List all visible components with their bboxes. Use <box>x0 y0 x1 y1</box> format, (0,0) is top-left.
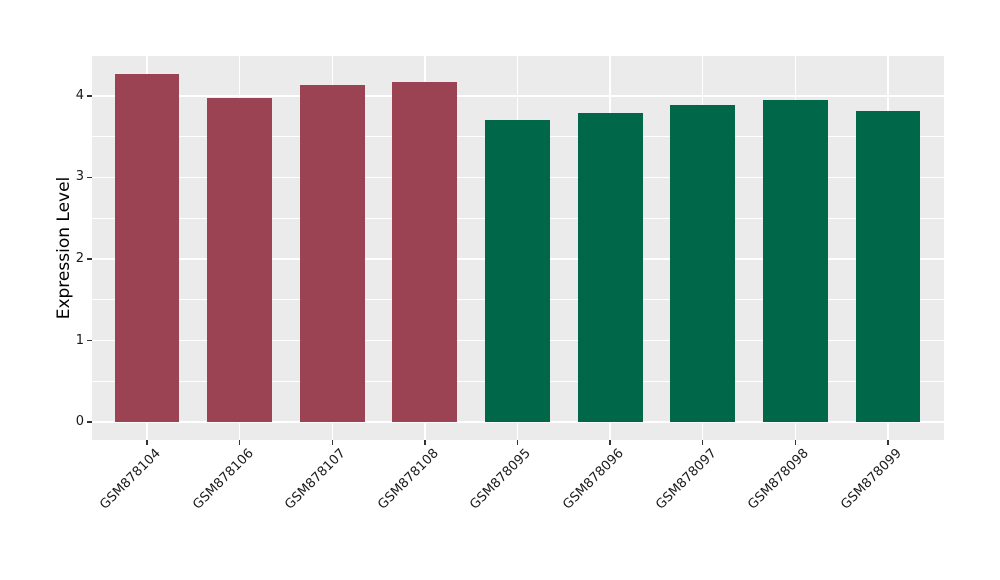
x-tick-label: GSM878108 <box>374 446 442 513</box>
plot-panel <box>91 56 944 440</box>
bar-GSM878106 <box>207 97 273 423</box>
bar-GSM878096 <box>577 113 643 423</box>
x-tick-label: GSM878106 <box>189 446 257 513</box>
bar-GSM878107 <box>299 85 365 423</box>
x-axis-tick <box>609 440 611 445</box>
x-tick-label: GSM878096 <box>560 446 627 513</box>
bar-GSM878097 <box>670 104 736 423</box>
x-tick-label: GSM878095 <box>467 446 535 513</box>
x-tick-label: GSM878107 <box>282 446 349 513</box>
x-axis-tick <box>238 440 241 445</box>
y-axis-tick <box>87 95 92 97</box>
x-axis-tick <box>794 440 797 445</box>
y-axis-tick <box>87 339 92 342</box>
y-tick-label: 0 <box>75 414 84 430</box>
x-axis-tick <box>701 440 704 445</box>
y-tick-label: 3 <box>75 169 84 185</box>
y-axis-title: Expression Level <box>54 176 74 320</box>
x-axis-tick <box>887 440 889 445</box>
x-tick-label: GSM878104 <box>97 446 164 513</box>
x-axis-tick <box>331 440 334 445</box>
x-axis-tick <box>516 440 519 445</box>
x-axis-tick <box>424 440 426 445</box>
y-axis-tick <box>87 258 92 260</box>
bar-GSM878104 <box>114 73 180 423</box>
y-axis-tick <box>87 176 92 179</box>
x-tick-label: GSM878097 <box>652 446 720 513</box>
y-axis-tick <box>87 421 92 423</box>
y-tick-label: 4 <box>75 87 84 103</box>
bar-GSM878099 <box>855 110 921 423</box>
x-axis-tick <box>146 440 148 445</box>
x-tick-label: GSM878099 <box>837 446 905 513</box>
x-tick-label: GSM878098 <box>745 446 812 513</box>
y-tick-label: 1 <box>75 332 84 348</box>
y-tick-label: 2 <box>75 251 84 266</box>
bar-GSM878098 <box>762 100 828 423</box>
bar-GSM878095 <box>485 120 550 423</box>
bar-GSM878108 <box>392 82 458 423</box>
